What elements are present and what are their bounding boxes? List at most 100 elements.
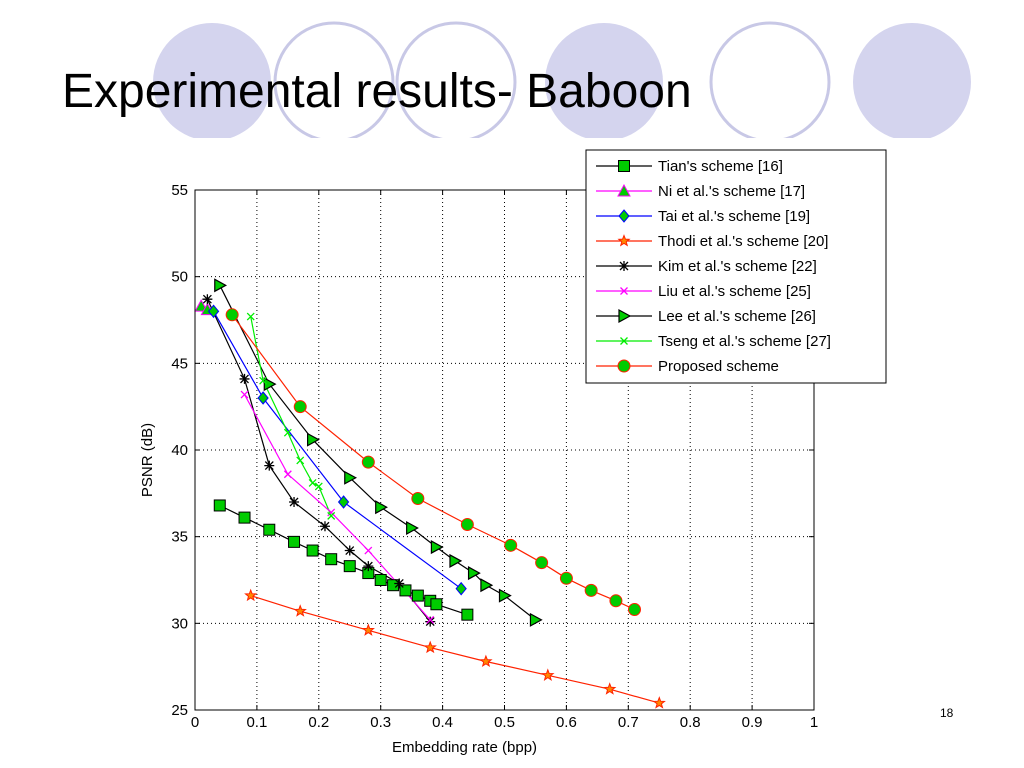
data-point-marker bbox=[406, 520, 419, 536]
decor-circle-4 bbox=[545, 23, 663, 141]
x-tick-label: 0.9 bbox=[742, 714, 763, 731]
legend-entry: Kim et al.'s scheme [22] bbox=[596, 258, 817, 275]
data-point-marker bbox=[480, 578, 494, 593]
legend-label: Tian's scheme [16] bbox=[658, 158, 783, 175]
data-point-marker bbox=[603, 682, 617, 695]
series-markers-9 bbox=[225, 308, 641, 616]
legend-entry: Ni et al.'s scheme [17] bbox=[596, 183, 805, 200]
data-point-marker bbox=[620, 287, 628, 295]
data-point-marker bbox=[283, 470, 292, 479]
data-point-marker bbox=[325, 553, 338, 566]
data-point-marker bbox=[618, 308, 632, 324]
legend-entry: Lee et al.'s scheme [26] bbox=[596, 308, 816, 325]
legend-label: Thodi et al.'s scheme [20] bbox=[658, 233, 828, 250]
data-point-marker bbox=[314, 482, 323, 491]
data-point-marker bbox=[479, 654, 493, 668]
data-point-marker bbox=[202, 294, 213, 305]
data-point-marker bbox=[425, 616, 436, 627]
data-point-marker bbox=[535, 556, 549, 570]
data-point-marker bbox=[344, 545, 355, 556]
slide-number: 18 bbox=[940, 706, 954, 720]
data-point-marker bbox=[618, 209, 630, 223]
data-point-marker bbox=[394, 578, 405, 589]
data-point-marker bbox=[449, 553, 463, 568]
data-point-marker bbox=[293, 604, 307, 617]
data-point-marker bbox=[361, 455, 375, 469]
data-point-marker bbox=[293, 400, 307, 414]
legend-entry: Liu et al.'s scheme [25] bbox=[596, 283, 811, 300]
data-point-marker bbox=[541, 668, 555, 681]
legend-label: Liu et al.'s scheme [25] bbox=[658, 283, 811, 300]
series-markers bbox=[194, 278, 666, 709]
x-tick-label: 0.4 bbox=[432, 714, 453, 731]
data-point-marker bbox=[257, 391, 269, 405]
data-point-marker bbox=[455, 581, 467, 596]
data-point-marker bbox=[467, 566, 481, 581]
data-point-marker bbox=[288, 535, 301, 548]
data-point-marker bbox=[263, 377, 277, 392]
data-point-marker bbox=[239, 373, 250, 384]
data-point-marker bbox=[609, 594, 623, 608]
slide-title: Experimental results- Baboon bbox=[62, 65, 692, 118]
data-point-marker bbox=[430, 598, 443, 611]
data-point-marker bbox=[361, 623, 375, 636]
data-point-marker bbox=[263, 523, 276, 536]
x-tick-label: 0.2 bbox=[308, 714, 329, 731]
data-point-marker bbox=[374, 574, 387, 586]
x-axis-label: Embedding rate (bpp) bbox=[392, 739, 537, 756]
decorative-circles bbox=[153, 21, 971, 143]
data-point-marker bbox=[306, 544, 319, 557]
legend-label: Lee et al.'s scheme [26] bbox=[658, 308, 816, 325]
data-point-marker bbox=[214, 278, 228, 293]
legend-entry: Tian's scheme [16] bbox=[596, 158, 783, 175]
x-tick-label: 0.3 bbox=[370, 714, 391, 731]
grid-lines bbox=[195, 190, 814, 710]
data-point-marker bbox=[423, 640, 437, 654]
x-tick-label: 0.5 bbox=[494, 714, 515, 731]
data-point-marker bbox=[337, 495, 350, 509]
series-markers-8 bbox=[246, 312, 336, 520]
data-point-marker bbox=[387, 579, 400, 592]
series-markers-1 bbox=[213, 499, 474, 621]
data-point-marker bbox=[399, 584, 412, 597]
decor-circle-6 bbox=[853, 23, 971, 141]
y-tick-label: 55 bbox=[171, 182, 188, 199]
x-tick-label: 1 bbox=[810, 714, 818, 731]
data-point-marker bbox=[244, 588, 258, 602]
data-point-marker bbox=[559, 571, 573, 585]
legend: Tian's scheme [16] Ni et al.'s scheme [17… bbox=[585, 149, 887, 384]
series-markers-5 bbox=[202, 294, 436, 627]
data-point-marker bbox=[618, 160, 630, 172]
y-tick-label: 50 bbox=[171, 269, 188, 286]
data-point-marker bbox=[259, 376, 268, 385]
y-tick-label: 25 bbox=[171, 702, 188, 719]
data-point-marker bbox=[319, 521, 330, 532]
series-line-3 bbox=[213, 311, 462, 590]
x-tick-label: 0.8 bbox=[680, 714, 701, 731]
legend-entry: Tai et al.'s scheme [19] bbox=[596, 208, 810, 225]
data-point-marker bbox=[584, 583, 598, 597]
y-axis-label: PSNR (dB) bbox=[139, 423, 156, 497]
data-point-marker bbox=[498, 588, 512, 603]
data-point-marker bbox=[375, 500, 388, 515]
data-point-marker bbox=[504, 538, 518, 552]
data-point-marker bbox=[617, 183, 631, 197]
series-markers-2 bbox=[194, 299, 215, 316]
data-point-marker bbox=[363, 561, 374, 572]
series-line-4 bbox=[250, 595, 660, 704]
x-tick-label: 0.7 bbox=[618, 714, 639, 731]
data-point-marker bbox=[264, 460, 275, 471]
data-point-marker bbox=[343, 560, 356, 573]
data-point-marker bbox=[240, 390, 249, 399]
data-point-marker bbox=[207, 304, 220, 319]
x-tick-label: 0.6 bbox=[556, 714, 577, 731]
legend-entry: Proposed scheme bbox=[596, 358, 779, 375]
data-point-marker bbox=[225, 308, 239, 322]
axis-ticks: 0 0.1 0.2 0.3 0.4 0.5 0.6 0.7 0.8 0.9 1 25 30 35 40 45 5… bbox=[171, 182, 818, 731]
data-point-marker bbox=[411, 589, 424, 602]
data-point-marker bbox=[620, 337, 628, 345]
y-tick-label: 45 bbox=[171, 355, 188, 372]
y-tick-label: 35 bbox=[171, 529, 188, 546]
x-tick-label: 0 bbox=[191, 714, 199, 731]
data-point-marker bbox=[461, 608, 474, 621]
